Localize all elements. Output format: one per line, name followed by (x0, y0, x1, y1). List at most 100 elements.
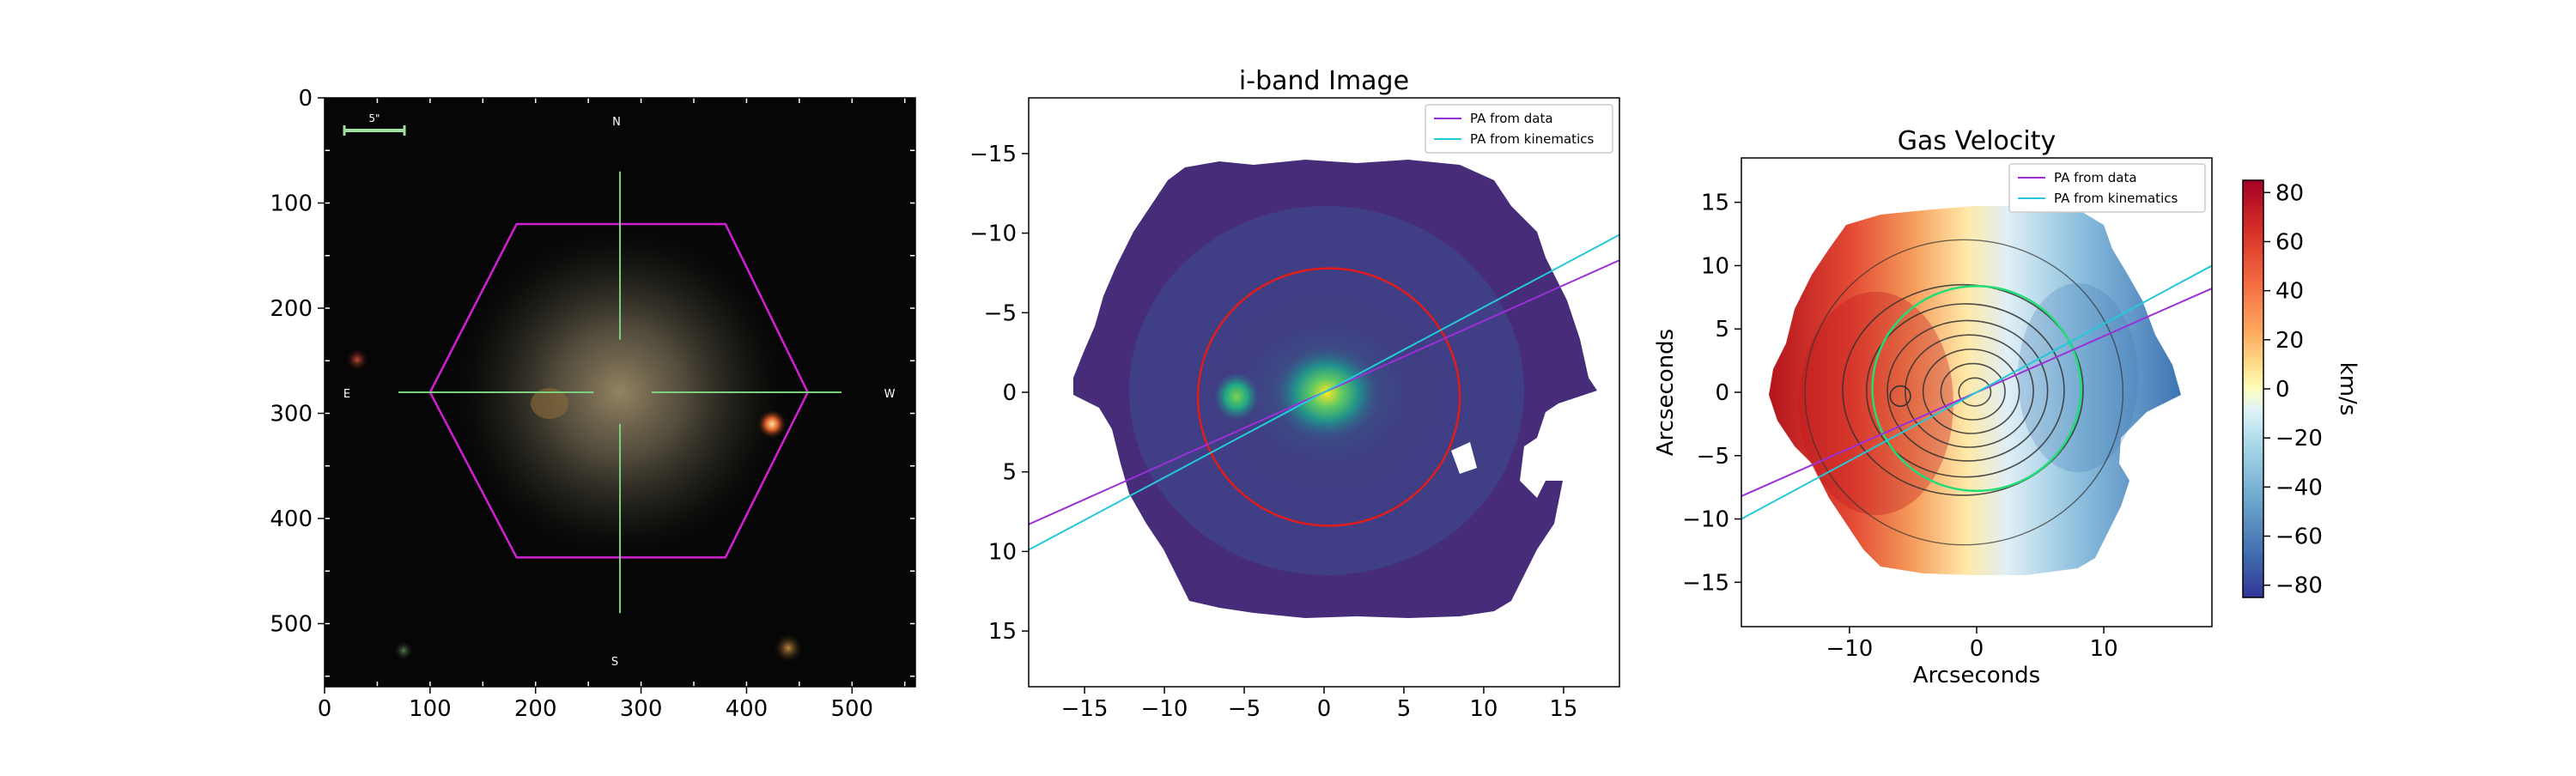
y-tick-label: 0 (298, 86, 313, 112)
legend-label-pa-data: PA from data (1470, 111, 1553, 126)
colorbar-tick-label: −60 (2275, 524, 2323, 550)
legend-label-pa-kinematics: PA from kinematics (1470, 131, 1594, 147)
flux-contour (1889, 385, 1911, 408)
star-red (345, 348, 369, 372)
y-tick-label: 0 (1002, 380, 1017, 406)
legend-box (1425, 104, 1613, 154)
velocity-blueshift-lobe (2018, 283, 2138, 472)
colorbar-tick-label: 40 (2275, 279, 2304, 305)
y-tick-label: 10 (1701, 253, 1729, 279)
colorbar-tick-label: 60 (2275, 229, 2304, 255)
colorbar-ticks: 80 60 40 20 0 −20 −40 −60 −80 (2263, 180, 2323, 599)
pa-lines (1741, 264, 2212, 520)
legend-label-pa-kinematics: PA from kinematics (2054, 191, 2178, 206)
compass-west: W (884, 388, 896, 401)
flux-contour (1886, 319, 2049, 462)
colorbar-tick-label: 0 (2275, 377, 2290, 403)
y-tick-label: 100 (270, 191, 313, 217)
velocity-map (1769, 206, 2181, 575)
x-tick-label: 0 (318, 696, 332, 722)
compass-south: S (611, 656, 618, 669)
image-edge-ticks (325, 98, 915, 687)
scale-bar: 5" (343, 112, 406, 136)
x-tick-label: 400 (726, 696, 769, 722)
x-tick-label: 5 (1397, 696, 1412, 722)
x-tick-label: −15 (1061, 696, 1109, 722)
x-tick-label: 200 (514, 696, 557, 722)
flux-contour (1905, 334, 2034, 448)
iband-core (1273, 346, 1380, 440)
x-tick-label: 0 (1970, 636, 1984, 662)
x-tick-label: 0 (1317, 696, 1332, 722)
iband-companion (1214, 373, 1259, 421)
image-frame (324, 97, 916, 688)
y-axis-ticks: 0 100 200 300 400 500 (270, 86, 325, 638)
y-tick-label: −5 (984, 300, 1017, 326)
x-tick-label: 300 (620, 696, 663, 722)
fit-ellipse (1871, 285, 2082, 493)
x-tick-label: 15 (1549, 696, 1577, 722)
y-tick-label: 300 (270, 402, 313, 427)
colorbar-label: km/s (2335, 362, 2360, 416)
y-tick-label: −10 (969, 221, 1017, 247)
y-tick-label: 5 (1715, 317, 1729, 343)
x-tick-label: −10 (1826, 636, 1873, 662)
compass-north: N (612, 116, 621, 129)
colorbar-gradient (2242, 179, 2264, 598)
y-tick-label: −10 (1682, 507, 1729, 533)
panel-iband: i-band Image −15 −10 −5 0 5 10 15 −15 −10 −5 0 5 10… (969, 66, 1620, 722)
x-tick-label: 10 (1469, 696, 1498, 722)
y-axis-ticks: −15 −10 −5 0 5 10 15 (969, 142, 1029, 645)
x-axis-ticks: −15 −10 −5 0 5 10 15 (1061, 687, 1577, 722)
velocity-redshift-lobe (1799, 292, 1953, 515)
flux-contour (1842, 283, 2084, 496)
star-green (393, 640, 414, 661)
legend: PA from data PA from kinematics (1425, 104, 1613, 154)
colorbar-tick-label: 20 (2275, 328, 2304, 354)
legend-box (2008, 163, 2206, 213)
y-tick-label: 400 (270, 506, 313, 532)
flux-contour (1940, 362, 2006, 421)
x-axis-ticks: −10 0 10 (1826, 627, 2118, 662)
x-tick-label: 100 (409, 696, 452, 722)
colorbar: 80 60 40 20 0 −20 −40 −60 −80 km/s (2242, 179, 2360, 599)
star-orange (756, 409, 787, 440)
y-axis-ticks: −15 −10 −5 0 5 10 15 (1682, 191, 1741, 596)
legend: PA from data PA from kinematics (2008, 163, 2206, 213)
y-tick-label: 15 (1701, 191, 1729, 216)
pa-kinematics-line (1741, 264, 2212, 520)
y-tick-label: 0 (1715, 380, 1729, 406)
chart-title: i-band Image (1239, 66, 1409, 96)
galaxy-knot (531, 388, 568, 419)
flux-contour (1922, 349, 2020, 434)
y-tick-label: 15 (988, 619, 1017, 645)
x-axis-label: Arcseconds (1913, 663, 2040, 688)
crosshair (398, 171, 841, 614)
colorbar-tick-label: 80 (2275, 180, 2304, 206)
pa-lines (1029, 233, 1619, 551)
y-tick-label: 5 (1002, 460, 1017, 486)
galaxy-glow (440, 212, 800, 573)
colorbar-tick-label: −80 (2275, 573, 2323, 599)
y-tick-label: −15 (969, 142, 1017, 167)
scale-bar-label: 5" (368, 112, 380, 124)
y-axis-label: Arcseconds (1653, 329, 1679, 456)
iband-masked-region (1451, 442, 1477, 474)
x-axis-ticks: 0 100 200 300 400 500 (318, 687, 873, 722)
star-yellow (773, 633, 804, 664)
fit-ellipse (1196, 267, 1461, 527)
chart-title: Gas Velocity (1898, 126, 2056, 156)
y-tick-label: 200 (270, 296, 313, 322)
y-tick-label: −15 (1682, 570, 1729, 596)
legend-label-pa-data: PA from data (2054, 170, 2137, 185)
panel-sky-image: 5" N S E W 0 100 200 300 400 500 0 100 200 300 40… (270, 86, 916, 722)
colorbar-tick-label: −40 (2275, 475, 2323, 500)
x-tick-label: −10 (1141, 696, 1188, 722)
colorbar-tick-label: −20 (2275, 426, 2323, 452)
y-tick-label: −5 (1697, 444, 1729, 470)
pa-kinematics-line (1029, 233, 1619, 551)
flux-contour (1804, 239, 2124, 546)
x-tick-label: 500 (830, 696, 873, 722)
flux-contour (1865, 303, 2065, 478)
